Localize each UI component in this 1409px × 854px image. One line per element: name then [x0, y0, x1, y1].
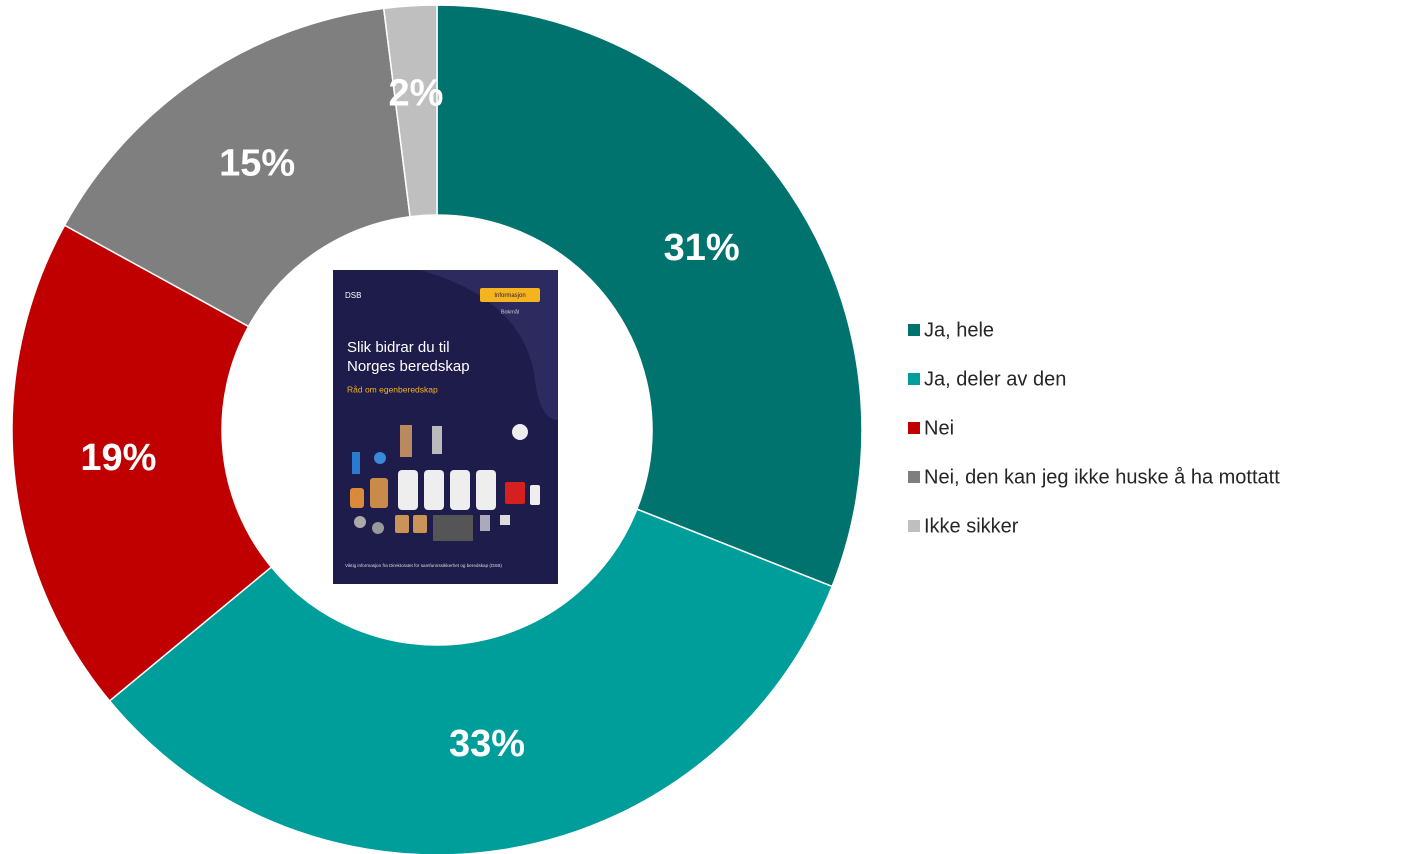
slice [11, 224, 273, 702]
donut [11, 4, 863, 854]
legend-label: Nei [924, 417, 954, 439]
cover-badge-text: Informasjon [494, 293, 525, 299]
legend-label: Ikke sikker [924, 515, 1019, 537]
legend-swatch [908, 520, 920, 532]
legend-swatch [908, 471, 920, 483]
cover-items [350, 424, 540, 541]
cover-title: Norges beredskap [347, 358, 470, 375]
legend-label: Ja, deler av den [924, 368, 1066, 390]
cover-title: Slik bidrar du til [347, 339, 450, 356]
legend-label: Nei, den kan jeg ikke huske å ha mottatt [924, 466, 1280, 488]
data-label: 2% [389, 73, 444, 115]
legend-label: Ja, hele [924, 319, 994, 341]
brochure-cover: DSB Informasjon Bokmål Slik bidrar du ti… [333, 270, 558, 584]
slice [436, 4, 863, 588]
legend-swatch [908, 324, 920, 336]
cover-language: Bokmål [501, 308, 519, 315]
slice [63, 7, 411, 328]
data-label: 33% [449, 723, 525, 765]
cover-footer: Viktig informasjon fra Direktoratet for … [345, 563, 502, 568]
legend: Ja, hele Ja, deler av den Nei Nei, den kan … [908, 319, 1280, 537]
data-label: 31% [664, 227, 740, 269]
data-label: 19% [80, 437, 156, 479]
legend-swatch [908, 373, 920, 385]
cover-subtitle: Råd om egenberedskap [347, 384, 438, 394]
cover-shape [420, 270, 558, 420]
cover-logo: DSB [345, 291, 361, 300]
data-label: 15% [219, 142, 295, 184]
slice [382, 4, 438, 218]
legend-swatch [908, 422, 920, 434]
cover-badge [480, 288, 540, 302]
slice [108, 508, 834, 854]
data-labels: 31% 33% 19% 15% 2% [80, 73, 739, 765]
